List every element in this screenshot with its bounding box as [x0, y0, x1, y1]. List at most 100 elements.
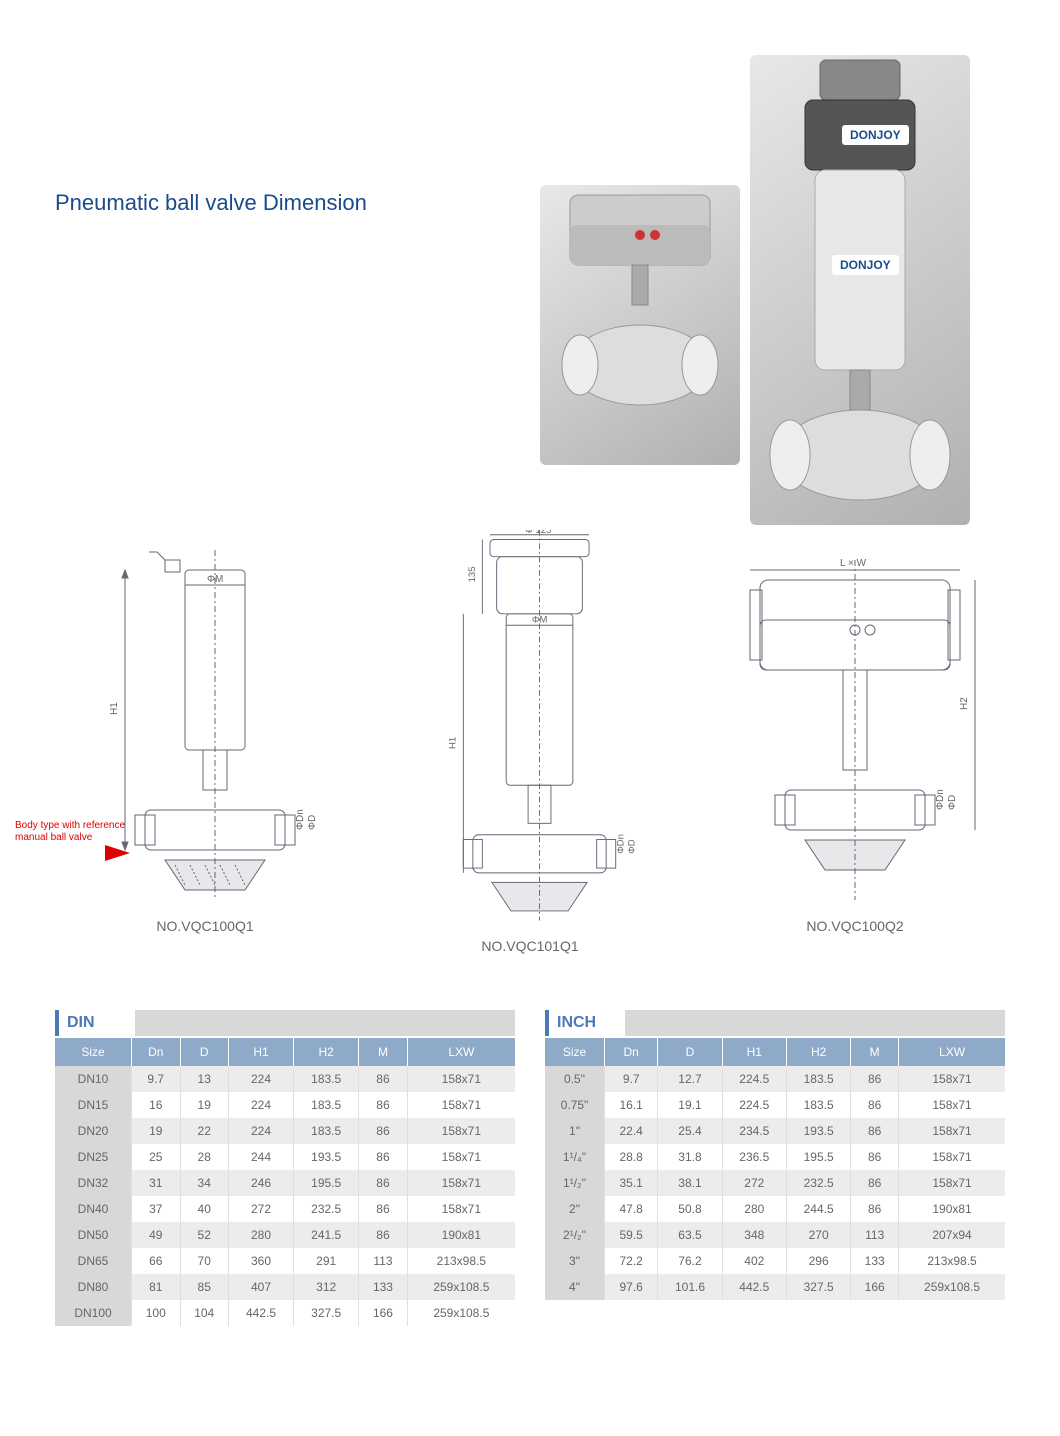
table-cell: 232.5 [786, 1170, 850, 1196]
table-cell: 348 [722, 1222, 786, 1248]
table-cell: 72.2 [605, 1248, 658, 1274]
brand-label-top: DONJOY [842, 125, 909, 145]
dim-h2: H2 [959, 697, 970, 710]
table-row: DN151619224183.586158x71 [55, 1092, 515, 1118]
table-cell: 66 [132, 1248, 180, 1274]
dim-h1: H1 [109, 702, 120, 715]
table-row: DN403740272232.586158x71 [55, 1196, 515, 1222]
table-cell: 31.8 [658, 1144, 722, 1170]
table-cell: 272 [722, 1170, 786, 1196]
table-cell: 183.5 [786, 1092, 850, 1118]
table-row: DN323134246195.586158x71 [55, 1170, 515, 1196]
table-cell: 244.5 [786, 1196, 850, 1222]
table-row: DN109.713224183.586158x71 [55, 1066, 515, 1092]
table-column-header: M [851, 1038, 899, 1066]
table-cell: 158x71 [899, 1118, 1005, 1144]
table-inch: INCH SizeDnDH1H2MLXW 0.5"9.712.7224.5183… [545, 1010, 1005, 1326]
table-column-header: Size [545, 1038, 605, 1066]
table-cell: 166 [359, 1300, 407, 1326]
table-row: 4"97.6101.6442.5327.5166259x108.5 [545, 1274, 1005, 1300]
brand-label-mid: DONJOY [832, 255, 899, 275]
table-cell: 246 [228, 1170, 293, 1196]
table-row: DN808185407312133259x108.5 [55, 1274, 515, 1300]
table-cell: 280 [722, 1196, 786, 1222]
table-cell: 86 [359, 1170, 407, 1196]
dim-top-d: Φ 125 [525, 530, 551, 536]
diagram-caption: NO.VQC100Q1 [55, 918, 355, 934]
table-cell: 183.5 [294, 1092, 359, 1118]
table-cell: 34 [180, 1170, 228, 1196]
table-cell: 86 [359, 1144, 407, 1170]
dim-d: ΦD [307, 815, 318, 830]
table-cell: 195.5 [786, 1144, 850, 1170]
table-column-header: H1 [228, 1038, 293, 1066]
table-cell: 158x71 [899, 1144, 1005, 1170]
table-cell: 97.6 [605, 1274, 658, 1300]
table-cell: 25.4 [658, 1118, 722, 1144]
table-column-header: H2 [294, 1038, 359, 1066]
valve-photo-right: DONJOY DONJOY [750, 55, 970, 525]
diagram-caption: NO.VQC101Q1 [380, 938, 680, 954]
dim-d: ΦD [627, 839, 638, 854]
table-title-inch: INCH [545, 1010, 625, 1036]
table-cell: DN20 [55, 1118, 132, 1144]
table-cell: 49 [132, 1222, 180, 1248]
table-cell: 104 [180, 1300, 228, 1326]
table-row: 1¹/₄"28.831.8236.5195.586158x71 [545, 1144, 1005, 1170]
dim-dn: ΦDn [615, 834, 626, 854]
dim-d: ΦD [947, 795, 958, 810]
table-cell: 1¹/₄" [545, 1144, 605, 1170]
table-row: 2¹/₂"59.563.5348270113207x94 [545, 1222, 1005, 1248]
table-cell: 280 [228, 1222, 293, 1248]
table-cell: 158x71 [407, 1196, 515, 1222]
table-cell: 158x71 [899, 1170, 1005, 1196]
table-cell: 86 [851, 1118, 899, 1144]
table-cell: 47.8 [605, 1196, 658, 1222]
table-cell: 113 [851, 1222, 899, 1248]
table-cell: 224.5 [722, 1066, 786, 1092]
table-cell: 183.5 [786, 1066, 850, 1092]
inch-table: SizeDnDH1H2MLXW 0.5"9.712.7224.5183.5861… [545, 1038, 1005, 1300]
table-din: DIN SizeDnDH1H2MLXW DN109.713224183.5861… [55, 1010, 515, 1326]
table-cell: 442.5 [228, 1300, 293, 1326]
table-cell: 272 [228, 1196, 293, 1222]
table-cell: 193.5 [786, 1118, 850, 1144]
table-cell: 190x81 [407, 1222, 515, 1248]
table-cell: 22.4 [605, 1118, 658, 1144]
table-cell: DN65 [55, 1248, 132, 1274]
table-cell: 86 [851, 1144, 899, 1170]
table-cell: 86 [851, 1066, 899, 1092]
table-cell: 86 [851, 1170, 899, 1196]
table-cell: 52 [180, 1222, 228, 1248]
table-cell: 12.7 [658, 1066, 722, 1092]
table-cell: 19 [132, 1118, 180, 1144]
table-cell: DN50 [55, 1222, 132, 1248]
table-cell: 37 [132, 1196, 180, 1222]
table-cell: 195.5 [294, 1170, 359, 1196]
table-cell: 190x81 [899, 1196, 1005, 1222]
din-table: SizeDnDH1H2MLXW DN109.713224183.586158x7… [55, 1038, 515, 1326]
table-cell: 224.5 [722, 1092, 786, 1118]
table-cell: 38.1 [658, 1170, 722, 1196]
table-cell: 158x71 [407, 1092, 515, 1118]
table-column-header: D [658, 1038, 722, 1066]
dim-dn: ΦDn [295, 809, 306, 830]
table-cell: 0.75" [545, 1092, 605, 1118]
table-cell: 28 [180, 1144, 228, 1170]
table-cell: 81 [132, 1274, 180, 1300]
reference-note: Body type with reference manual ball val… [15, 820, 135, 844]
table-cell: 19.1 [658, 1092, 722, 1118]
diagram-vqc100q1: Body type with reference manual ball val… [55, 530, 355, 960]
table-cell: 19 [180, 1092, 228, 1118]
table-column-header: M [359, 1038, 407, 1066]
table-cell: 63.5 [658, 1222, 722, 1248]
table-cell: 259x108.5 [407, 1274, 515, 1300]
table-cell: 166 [851, 1274, 899, 1300]
dim-lxw: L × W [840, 558, 867, 569]
table-cell: 158x71 [407, 1170, 515, 1196]
diagram-vqc100q2: L × W H2 ΦDn ΦD NO.VQC100Q2 [705, 530, 1005, 960]
table-row: 0.75"16.119.1224.5183.586158x71 [545, 1092, 1005, 1118]
table-cell: DN25 [55, 1144, 132, 1170]
table-title-din: DIN [55, 1010, 135, 1036]
table-cell: 407 [228, 1274, 293, 1300]
